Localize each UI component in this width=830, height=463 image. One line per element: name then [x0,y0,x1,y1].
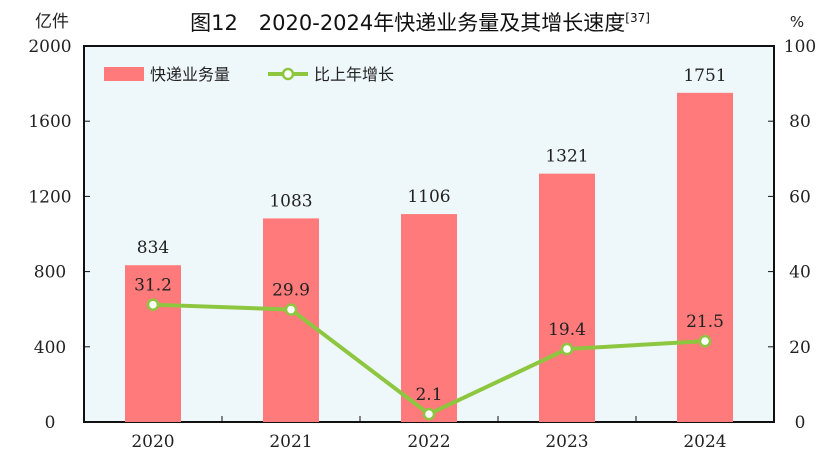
x-tick-label: 2023 [545,432,588,452]
right-tick-label: 80 [789,112,811,132]
legend: 快递业务量 比上年增长 [104,65,394,84]
bar [539,173,595,422]
line-value-label: 29.9 [272,281,310,301]
line-value-label: 2.1 [415,385,442,405]
title-note: [37] [625,11,650,25]
x-tick-label: 2020 [131,432,174,452]
right-tick-label: 40 [789,263,811,283]
bar-value-label: 1751 [683,66,726,86]
line-value-label: 21.5 [686,312,724,332]
bar [677,92,733,422]
line-point [698,334,712,348]
right-tick-label: 100 [784,37,816,57]
chart-title: 图12 2020-2024年快递业务量及其增长速度[37] [190,11,650,35]
bar-value-label: 1106 [407,187,450,207]
legend-line-label: 比上年增长 [314,65,394,84]
line-point [284,303,298,316]
line-point [146,298,160,311]
x-tick-label: 2024 [683,432,726,452]
bar-value-label: 1321 [545,147,588,167]
legend-line-marker [281,67,295,81]
left-tick-label: 1200 [28,187,71,207]
x-tick-label: 2022 [407,432,450,452]
right-tick-label: 0 [795,413,806,433]
x-tick-label: 2021 [269,432,312,452]
bar [125,265,181,422]
left-tick-label: 1600 [28,112,71,132]
line-point [560,342,574,356]
legend-bar-swatch [104,67,144,81]
bar-value-label: 1083 [269,191,312,211]
bar-value-label: 834 [137,238,169,258]
right-tick-label: 20 [789,338,811,358]
line-point [422,407,436,421]
bar [263,218,319,422]
bar [401,214,457,422]
line-value-label: 19.4 [548,320,586,340]
left-tick-label: 2000 [28,37,71,57]
left-tick-label: 800 [34,263,66,283]
right-axis-unit: % [790,13,804,31]
legend-bar-label: 快递业务量 [150,65,230,84]
right-tick-label: 60 [789,187,811,207]
left-tick-label: 0 [45,413,56,433]
left-axis-unit: 亿件 [35,12,69,32]
line-value-label: 31.2 [134,276,172,296]
left-tick-label: 400 [34,338,66,358]
